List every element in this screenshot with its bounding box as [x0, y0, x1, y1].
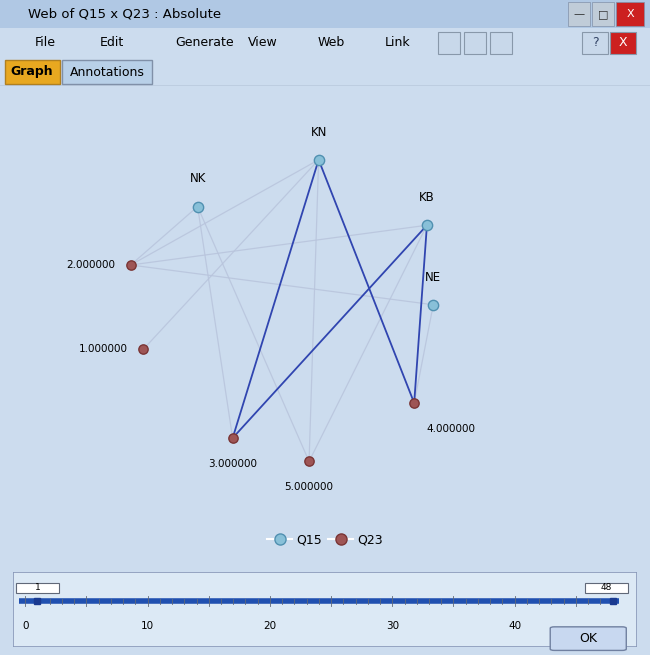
Text: 40: 40 [508, 621, 521, 631]
Point [138, 344, 149, 354]
Point [125, 260, 136, 271]
Text: □: □ [598, 9, 608, 19]
Text: Link: Link [385, 37, 411, 50]
Bar [438, 32, 460, 54]
Text: 1: 1 [34, 584, 40, 593]
Bar [0, 0, 650, 28]
Bar [5, 60, 60, 84]
Text: KN: KN [311, 126, 327, 139]
Point [192, 201, 203, 212]
Text: 4.000000: 4.000000 [427, 424, 476, 434]
Bar [62, 60, 152, 84]
Text: 2.000000: 2.000000 [66, 260, 115, 270]
Point [304, 456, 315, 466]
Bar [568, 2, 590, 26]
Text: 5.000000: 5.000000 [285, 483, 333, 493]
Bar [16, 583, 59, 593]
Text: Edit: Edit [100, 37, 124, 50]
Text: X: X [619, 37, 627, 50]
Text: NK: NK [189, 172, 206, 185]
Text: 30: 30 [385, 621, 399, 631]
Legend: Q15, Q23: Q15, Q23 [263, 528, 387, 551]
Text: Web: Web [318, 37, 345, 50]
Bar [616, 2, 644, 26]
Text: NE: NE [425, 271, 441, 284]
Text: Annotations: Annotations [70, 66, 144, 79]
Text: 1.000000: 1.000000 [79, 344, 127, 354]
Text: 48: 48 [601, 584, 612, 593]
Text: ?: ? [592, 37, 598, 50]
Bar [582, 32, 608, 54]
Bar [585, 583, 628, 593]
Bar [490, 32, 512, 54]
Text: Generate: Generate [175, 37, 233, 50]
Point [428, 299, 439, 310]
Text: 10: 10 [141, 621, 154, 631]
Text: OK: OK [579, 632, 597, 645]
Text: 0: 0 [22, 621, 29, 631]
Bar [464, 32, 486, 54]
Point [422, 220, 432, 231]
Bar [592, 2, 614, 26]
Text: Graph: Graph [10, 66, 53, 79]
Text: KB: KB [419, 191, 435, 204]
Text: 20: 20 [263, 621, 276, 631]
Text: Web of Q15 x Q23 : Absolute: Web of Q15 x Q23 : Absolute [28, 7, 221, 20]
Text: View: View [248, 37, 278, 50]
Point [409, 398, 419, 408]
Text: File: File [35, 37, 56, 50]
Point [313, 155, 324, 165]
Text: —: — [573, 9, 584, 19]
FancyBboxPatch shape [550, 627, 626, 650]
Text: 3.000000: 3.000000 [208, 459, 257, 469]
Bar [610, 32, 636, 54]
Text: X: X [626, 9, 634, 19]
Point [227, 433, 238, 443]
